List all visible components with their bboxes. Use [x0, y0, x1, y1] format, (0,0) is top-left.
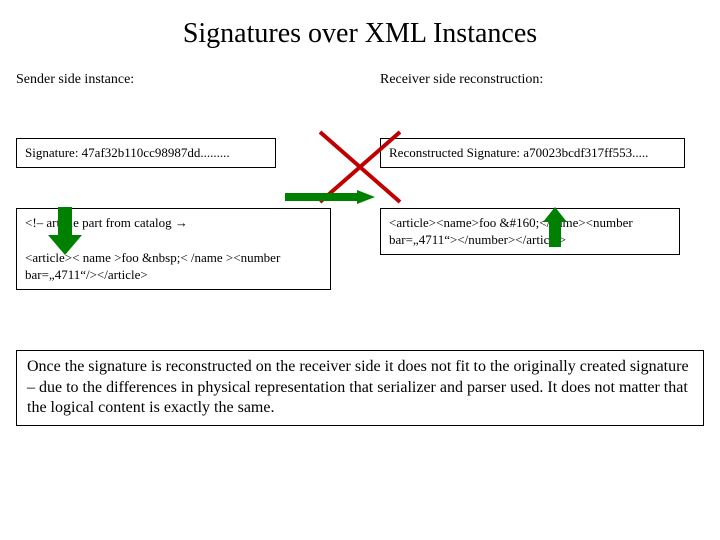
sender-content-row: <!– article part from catalog → <article… [16, 208, 352, 290]
receiver-content-row: <article><name>foo &#160;</name><number … [380, 208, 704, 255]
receiver-sig-row: Reconstructed Signature: a70023bcdf317ff… [380, 138, 704, 168]
receiver-label: Receiver side reconstruction: [380, 72, 704, 88]
columns: Sender side instance: Signature: 47af32b… [0, 72, 720, 290]
sender-column: Sender side instance: Signature: 47af32b… [16, 72, 360, 290]
receiver-content-box: <article><name>foo &#160;</name><number … [380, 208, 680, 255]
receiver-column: Receiver side reconstruction: Reconstruc… [360, 72, 704, 290]
receiver-signature-box: Reconstructed Signature: a70023bcdf317ff… [380, 138, 685, 168]
sender-signature-box: Signature: 47af32b110cc98987dd......... [16, 138, 276, 168]
sender-label: Sender side instance: [16, 72, 352, 88]
sender-content-box: <!– article part from catalog → <article… [16, 208, 331, 290]
explanation-paragraph: Once the signature is reconstructed on t… [16, 350, 704, 426]
page-title: Signatures over XML Instances [0, 0, 720, 50]
sender-sig-row: Signature: 47af32b110cc98987dd......... [16, 138, 352, 168]
